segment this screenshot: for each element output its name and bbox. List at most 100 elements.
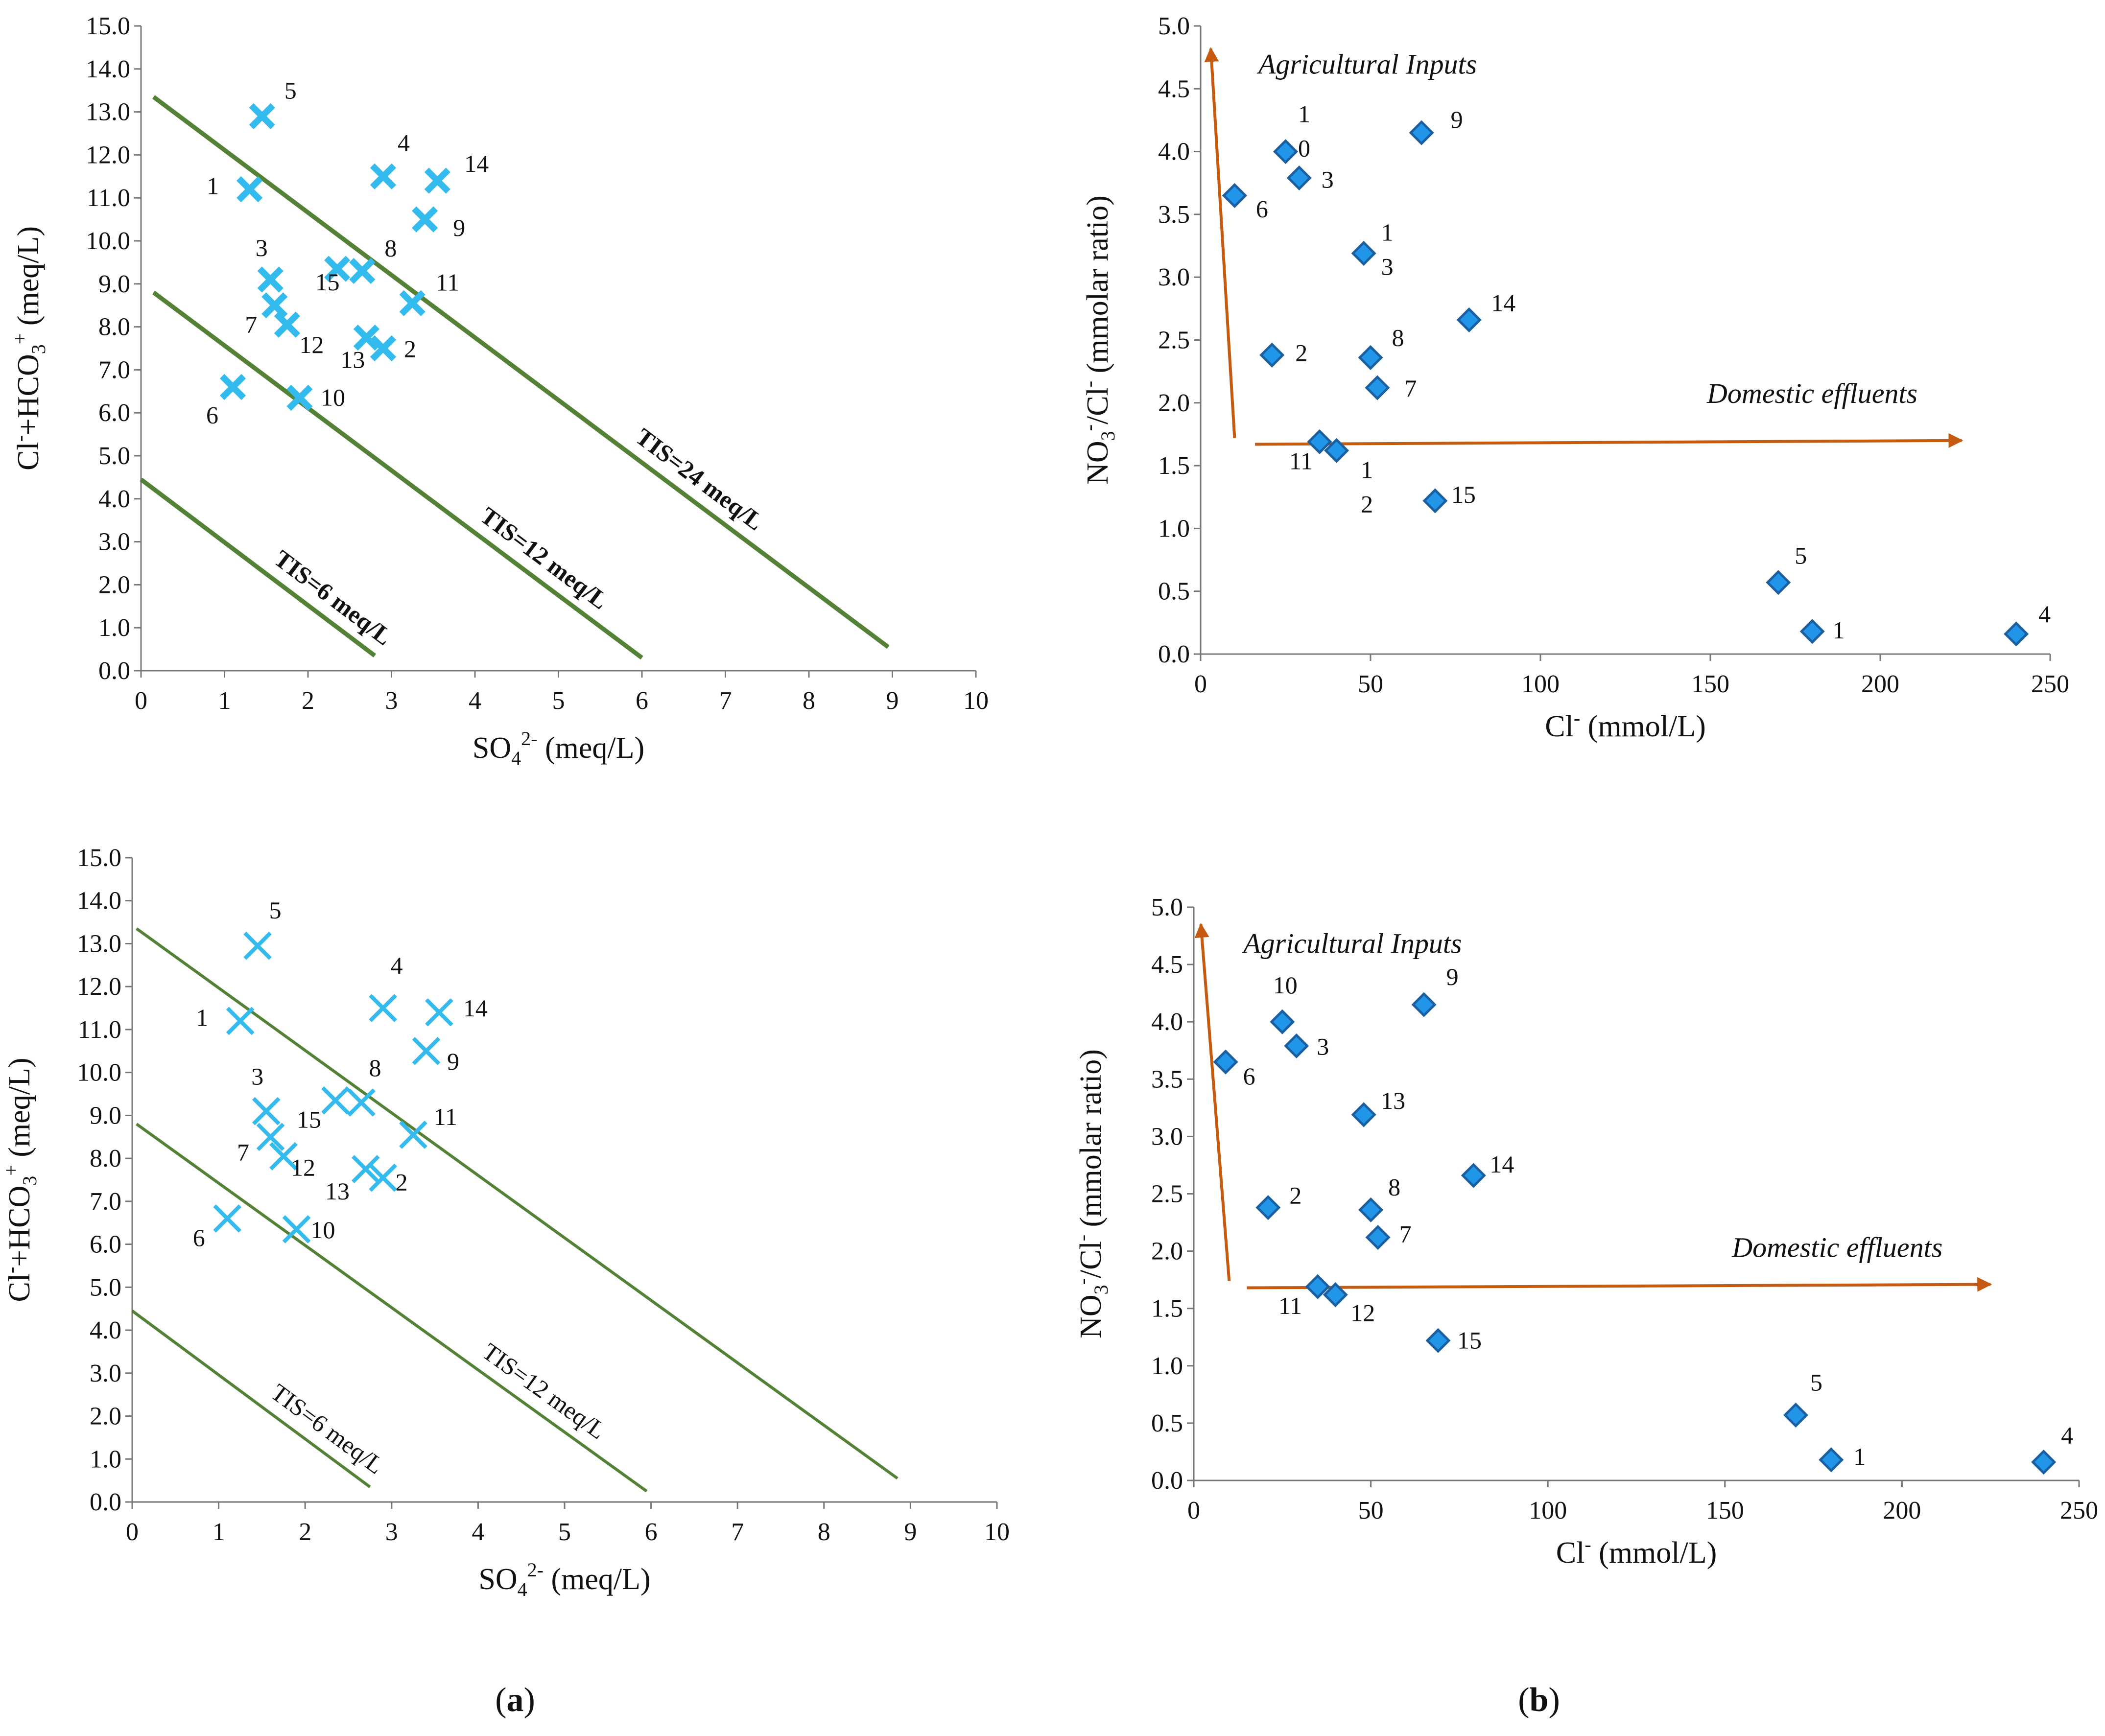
data-point xyxy=(349,258,376,284)
data-point xyxy=(256,1123,285,1151)
y-tick-label: 5.0 xyxy=(1151,893,1183,921)
y-tick-label: 4.5 xyxy=(1151,951,1183,979)
y-axis-title: Cl-+HCO3+ (meq/L) xyxy=(9,226,49,470)
tis-line-label: TIS=6 meq/L xyxy=(266,1378,389,1479)
point-label: 13 xyxy=(1381,1087,1405,1114)
x-tick-label: 7 xyxy=(731,1518,744,1546)
cross-stroke xyxy=(369,994,397,1022)
data-point xyxy=(243,932,272,960)
data-point xyxy=(1766,570,1791,595)
x-tick-label: 200 xyxy=(1861,670,1899,698)
data-point xyxy=(282,1215,311,1243)
point-label: 2 xyxy=(1289,1182,1301,1209)
point-label: 7 xyxy=(237,1138,249,1166)
point-label: 3 xyxy=(251,1063,263,1090)
data-point xyxy=(1799,619,1825,644)
data-point xyxy=(1358,1197,1384,1222)
x-tick-label: 200 xyxy=(1883,1497,1921,1525)
x-tick-label: 50 xyxy=(1358,670,1383,698)
data-point xyxy=(1411,992,1437,1017)
y-tick-label: 4.5 xyxy=(1158,75,1190,103)
y-axis-title: Cl-+HCO3+ (meq/L) xyxy=(0,1058,41,1302)
data-point xyxy=(252,1097,281,1126)
data-point xyxy=(269,1142,298,1171)
data-point xyxy=(2004,621,2029,647)
y-tick-label: 8.0 xyxy=(98,313,130,341)
data-point xyxy=(261,292,288,319)
y-tick-label: 0.0 xyxy=(1151,1467,1183,1495)
point-label: 11 xyxy=(1289,447,1313,474)
cross-stroke xyxy=(282,1215,311,1243)
y-tick-label: 2.0 xyxy=(98,571,130,599)
data-point xyxy=(321,1086,350,1115)
y-tick-label: 11.0 xyxy=(87,184,130,212)
agricultural-arrow xyxy=(1204,47,1236,438)
cross-stroke xyxy=(349,258,376,284)
point-label: 6 xyxy=(1256,195,1268,222)
point-label: 5 xyxy=(269,896,282,924)
cross-stroke xyxy=(269,1142,298,1171)
data-point xyxy=(1422,488,1448,514)
tis-line xyxy=(136,927,899,1480)
data-point xyxy=(226,1007,255,1035)
x-tick-label: 1 xyxy=(213,1518,225,1546)
data-point xyxy=(324,256,351,282)
data-point xyxy=(1213,1049,1238,1075)
y-tick-label: 4.0 xyxy=(1151,1008,1183,1036)
y-tick-label: 0.0 xyxy=(90,1488,121,1516)
point-label: 15 xyxy=(1457,1326,1482,1354)
y-tick-label: 2.0 xyxy=(1158,389,1190,417)
point-label: 14 xyxy=(463,994,488,1022)
point-label: 4 xyxy=(391,952,403,979)
data-point xyxy=(274,311,300,338)
cross-stroke xyxy=(237,176,263,203)
domestic-effluents-label: Domestic effluents xyxy=(1706,377,1917,409)
x-tick-label: 6 xyxy=(636,687,648,715)
point-label: 12 xyxy=(299,331,324,358)
chart-top-left: 0.01.02.03.04.05.06.07.08.09.010.011.012… xyxy=(9,12,989,769)
data-point xyxy=(286,384,313,411)
x-axis-title: SO42- (meq/L) xyxy=(478,1559,650,1600)
x-axis-title: Cl- (mmol/L) xyxy=(1556,1533,1717,1570)
data-point xyxy=(1305,1274,1330,1299)
data-point xyxy=(399,1121,427,1149)
y-tick-label: 2.0 xyxy=(90,1403,121,1431)
x-tick-label: 50 xyxy=(1358,1497,1384,1525)
x-tick-label: 2 xyxy=(299,1518,311,1546)
y-tick-label: 6.0 xyxy=(98,399,130,427)
y-tick-label: 13.0 xyxy=(77,930,121,958)
cross-stroke xyxy=(286,384,313,411)
cross-stroke xyxy=(324,256,351,282)
data-point xyxy=(1783,1402,1808,1428)
point-label: 3 xyxy=(1322,165,1334,193)
data-point xyxy=(1255,1195,1281,1220)
point-label: 10 xyxy=(321,383,345,411)
x-tick-label: 5 xyxy=(552,687,565,715)
x-tick-label: 100 xyxy=(1529,1497,1567,1525)
tis-line-label: TIS=24 meq/L xyxy=(631,422,769,536)
data-point xyxy=(1259,342,1285,368)
point-label: 4 xyxy=(398,129,410,156)
domestic-effluents-label: Domestic effluents xyxy=(1731,1231,1942,1263)
x-axis-title: Cl- (mmol/L) xyxy=(1545,707,1706,743)
point-label: 3 xyxy=(256,234,268,261)
data-point xyxy=(257,266,284,293)
point-label: 10 xyxy=(311,1216,335,1243)
point-label: 7 xyxy=(1404,375,1417,402)
chart-layer: 0.01.02.03.04.05.06.07.08.09.010.011.012… xyxy=(0,12,2098,1600)
data-point xyxy=(2031,1449,2057,1475)
y-tick-label: 0.5 xyxy=(1158,578,1190,606)
y-tick-label: 10.0 xyxy=(77,1059,121,1087)
data-point xyxy=(347,1088,376,1117)
x-tick-label: 10 xyxy=(963,687,989,715)
point-label: 1 xyxy=(196,1004,208,1031)
y-tick-label: 1.5 xyxy=(1158,452,1190,480)
y-tick-label: 3.0 xyxy=(1158,263,1190,291)
x-tick-label: 8 xyxy=(803,687,815,715)
cross-stroke xyxy=(226,1007,255,1035)
point-label: 9 xyxy=(453,214,465,241)
y-tick-label: 4.0 xyxy=(98,485,130,513)
y-tick-label: 1.0 xyxy=(98,614,130,642)
cross-stroke xyxy=(399,1121,427,1149)
